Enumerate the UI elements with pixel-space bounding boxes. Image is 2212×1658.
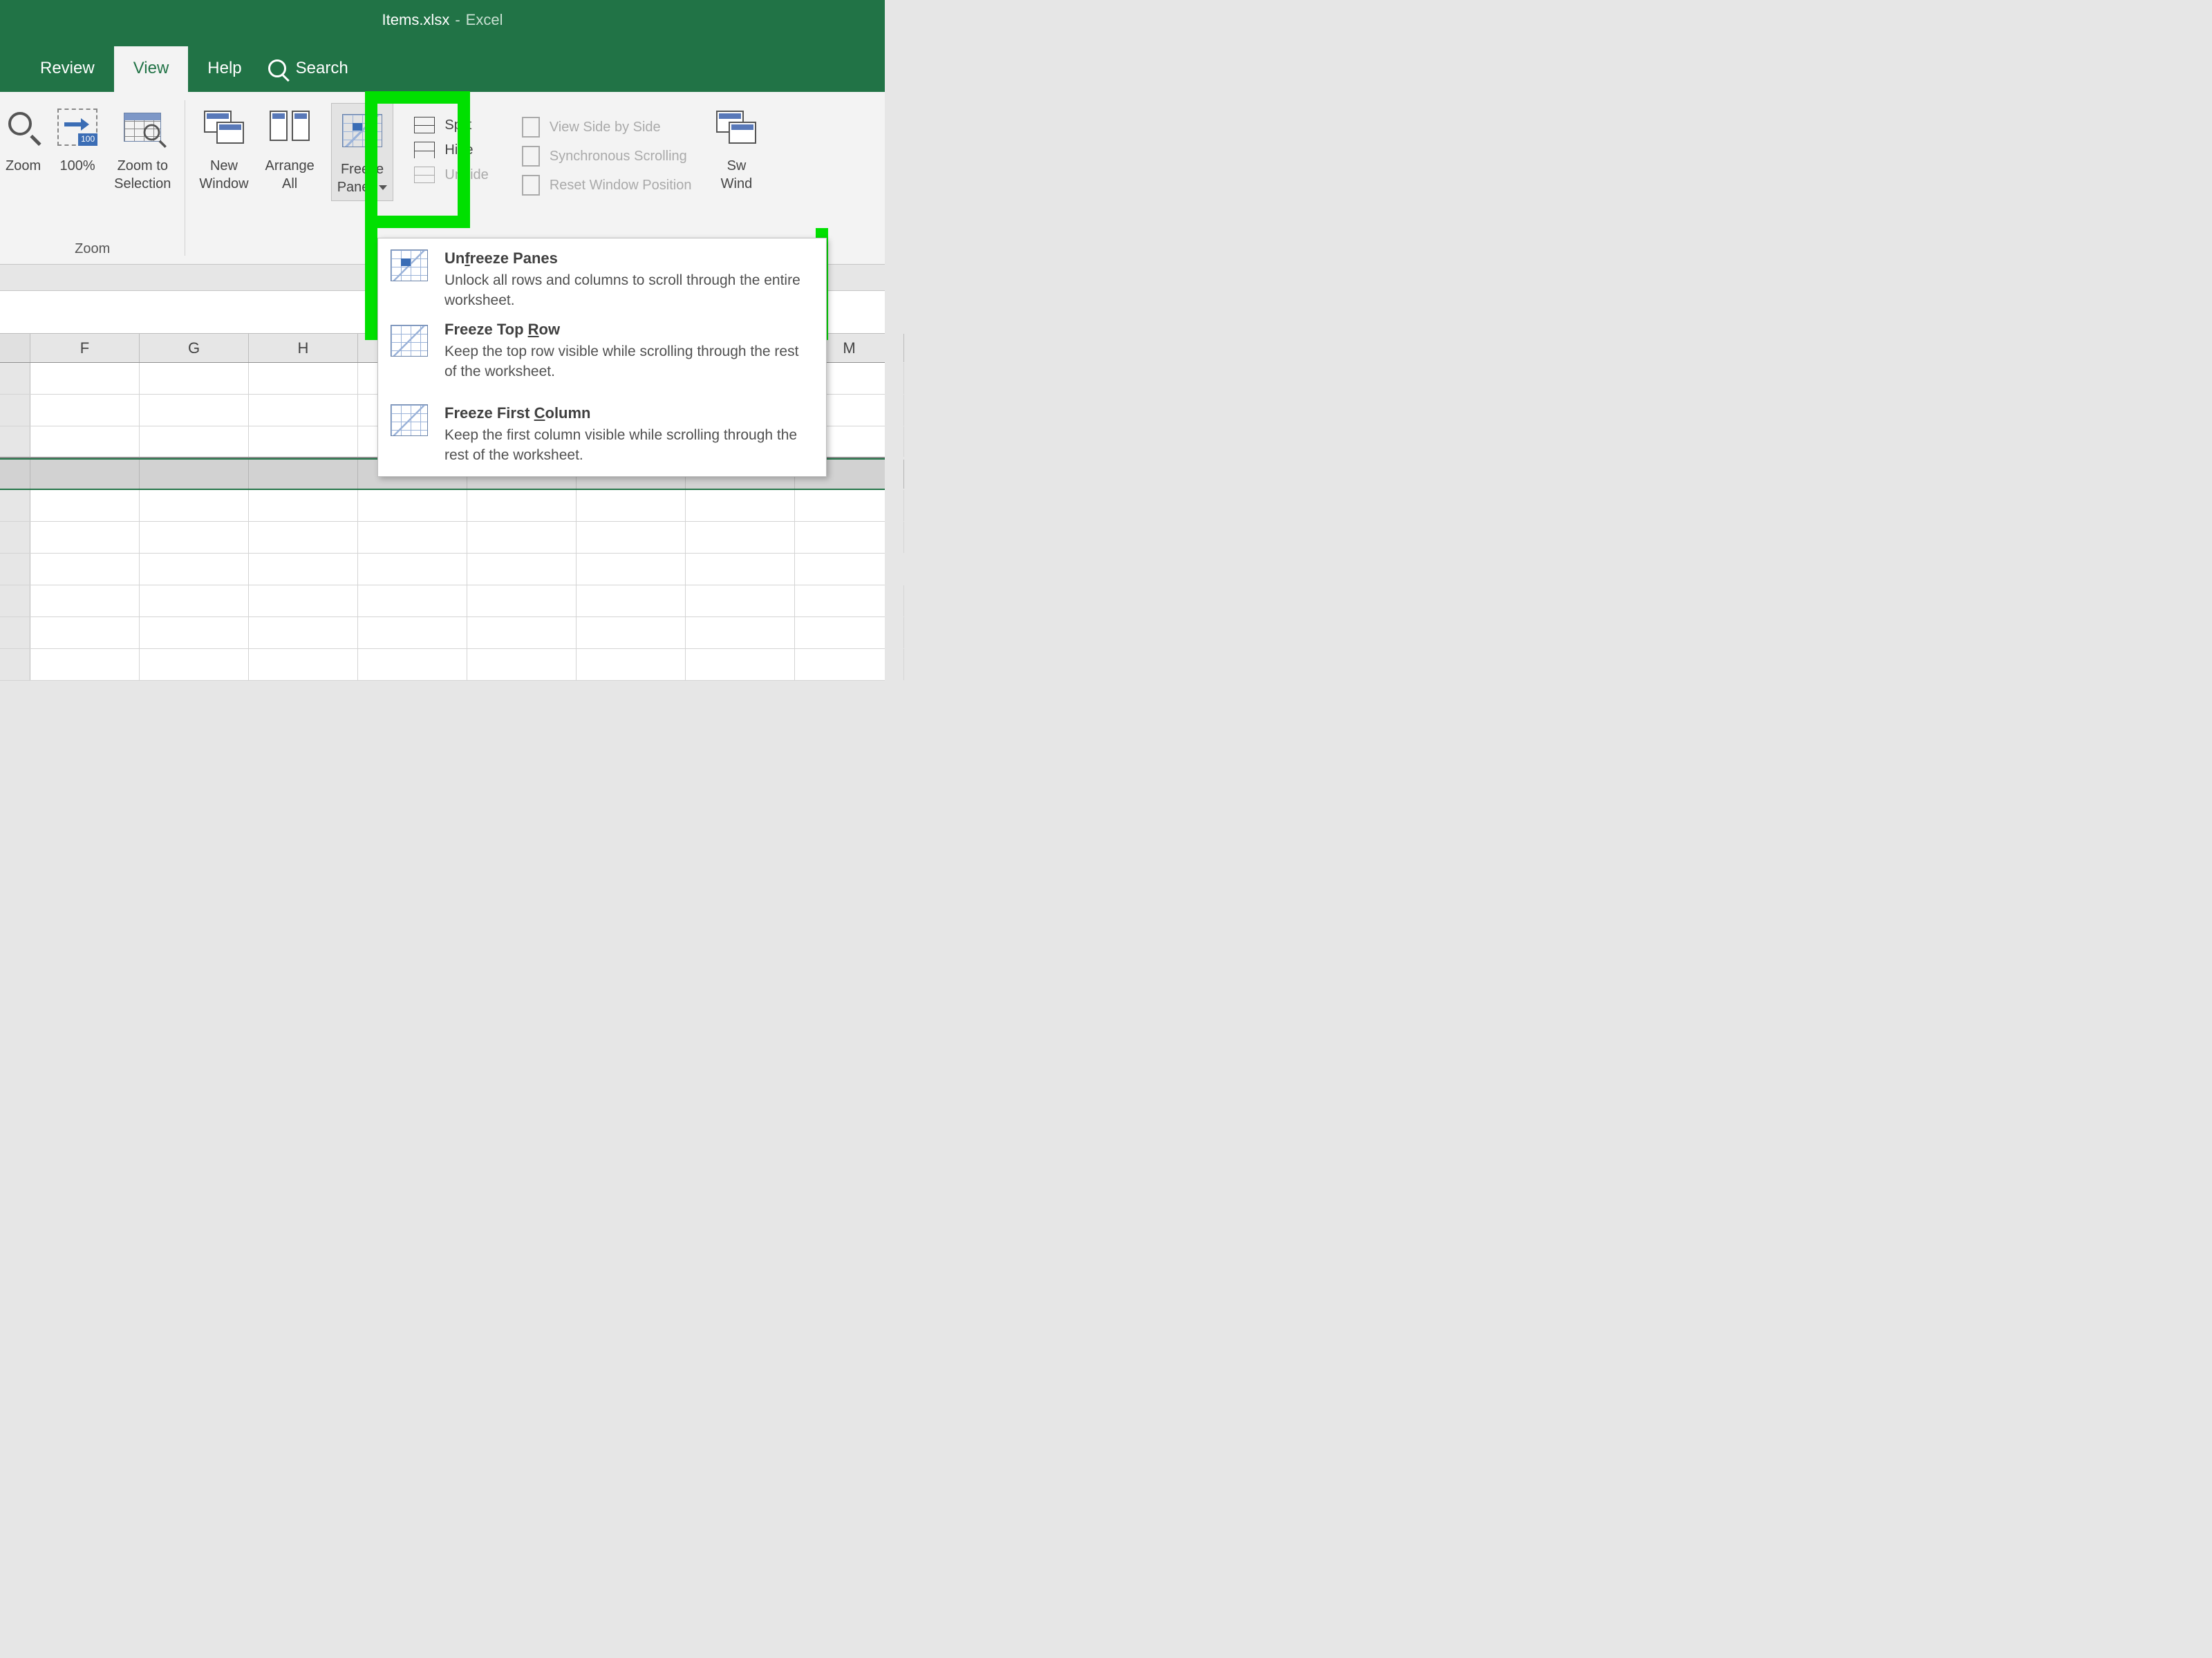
zoom-to-selection-l1: Zoom to — [118, 157, 168, 175]
freeze-top-row-icon — [391, 325, 428, 357]
zoom-button[interactable]: Zoom — [0, 99, 49, 180]
column-header[interactable]: H — [249, 334, 358, 362]
new-window-button[interactable]: New Window — [191, 99, 256, 198]
freeze-top-row-desc: Keep the top row visible while scrolling… — [444, 341, 814, 382]
tab-help[interactable]: Help — [188, 46, 261, 92]
zoom-label: Zoom — [6, 157, 41, 175]
column-header[interactable]: G — [140, 334, 249, 362]
synchronous-scrolling-button: Synchronous Scrolling — [515, 142, 699, 171]
switch-windows-l1: Sw — [727, 157, 747, 175]
unhide-icon — [414, 167, 435, 183]
file-name: Items.xlsx — [382, 11, 450, 29]
unfreeze-panes-item[interactable]: Unfreeze Panes Unlock all rows and colum… — [378, 238, 826, 322]
zoom-group: Zoom 100 100% Zoom to — [0, 92, 185, 264]
sync-scroll-icon — [522, 146, 540, 167]
reset-window-position-button: Reset Window Position — [515, 171, 699, 200]
hide-button[interactable]: Hide — [407, 138, 495, 162]
hide-icon — [414, 142, 435, 158]
grid-row[interactable] — [0, 649, 885, 681]
freeze-top-row-title: Freeze Top Row — [444, 321, 814, 339]
split-icon — [414, 117, 435, 133]
zoom-100-button[interactable]: 100 100% — [49, 99, 106, 180]
freeze-first-column-item[interactable]: Freeze First Column Keep the first colum… — [378, 393, 826, 477]
freeze-top-row-item[interactable]: Freeze Top Row Keep the top row visible … — [378, 322, 826, 393]
tell-me-search[interactable]: Search — [261, 46, 368, 92]
new-window-l2: Window — [199, 175, 248, 193]
view-side-by-side-button: View Side by Side — [515, 113, 699, 142]
title-dash: - — [455, 11, 460, 29]
split-button[interactable]: Split — [407, 113, 495, 138]
new-window-l1: New — [210, 157, 238, 175]
window-small-col-1: Split Hide Unhide — [397, 99, 505, 201]
freeze-first-column-desc: Keep the first column visible while scro… — [444, 425, 814, 466]
grid-row[interactable] — [0, 490, 885, 522]
tab-review[interactable]: Review — [21, 46, 114, 92]
chevron-down-icon — [379, 185, 387, 190]
freeze-panes-icon — [342, 114, 382, 147]
grid-row[interactable] — [0, 554, 885, 585]
unhide-button: Unhide — [407, 162, 495, 187]
grid-row[interactable] — [0, 585, 885, 617]
unfreeze-panes-title: Unfreeze Panes — [444, 249, 814, 267]
search-label: Search — [296, 59, 348, 78]
new-window-icon — [204, 111, 244, 144]
zoom-group-label: Zoom — [75, 241, 110, 261]
freeze-panes-button[interactable]: Freeze Panes — [327, 99, 398, 205]
select-all-corner[interactable] — [0, 334, 30, 362]
magnifier-icon — [8, 112, 39, 142]
arrange-all-l1: Arrange — [265, 157, 315, 175]
app-name: Excel — [466, 11, 503, 29]
magnifier-icon — [144, 124, 165, 146]
tab-view[interactable]: View — [114, 46, 189, 92]
zoom-100-label: 100% — [60, 157, 95, 175]
arrange-all-l2: All — [282, 175, 297, 193]
arrange-all-icon — [270, 111, 310, 144]
unfreeze-panes-desc: Unlock all rows and columns to scroll th… — [444, 270, 814, 311]
freeze-first-column-title: Freeze First Column — [444, 404, 814, 422]
grid-row[interactable] — [0, 617, 885, 649]
switch-windows-button[interactable]: Sw Wind — [708, 99, 756, 198]
freeze-first-column-icon — [391, 404, 428, 436]
search-icon — [268, 59, 286, 77]
freeze-panes-l2: Panes — [337, 180, 377, 195]
column-header[interactable]: F — [30, 334, 140, 362]
freeze-panes-dropdown: Unfreeze Panes Unlock all rows and colum… — [377, 238, 827, 477]
window-small-col-2: View Side by Side Synchronous Scrolling … — [505, 99, 709, 214]
ribbon-tabs: Review View Help Search — [0, 40, 885, 92]
side-by-side-icon — [522, 117, 540, 138]
zoom-100-icon: 100 — [57, 109, 97, 146]
freeze-panes-l1: Freeze — [341, 162, 384, 177]
zoom-to-selection-l2: Selection — [114, 175, 171, 193]
reset-position-icon — [522, 175, 540, 196]
unfreeze-panes-icon — [391, 249, 428, 281]
switch-windows-icon — [716, 111, 756, 144]
grid-row[interactable] — [0, 522, 885, 554]
title-bar: Items.xlsx - Excel — [0, 0, 885, 40]
switch-windows-l2: Wind — [721, 175, 753, 193]
arrange-all-button[interactable]: Arrange All — [257, 99, 323, 198]
zoom-to-selection-button[interactable]: Zoom to Selection — [106, 99, 179, 198]
